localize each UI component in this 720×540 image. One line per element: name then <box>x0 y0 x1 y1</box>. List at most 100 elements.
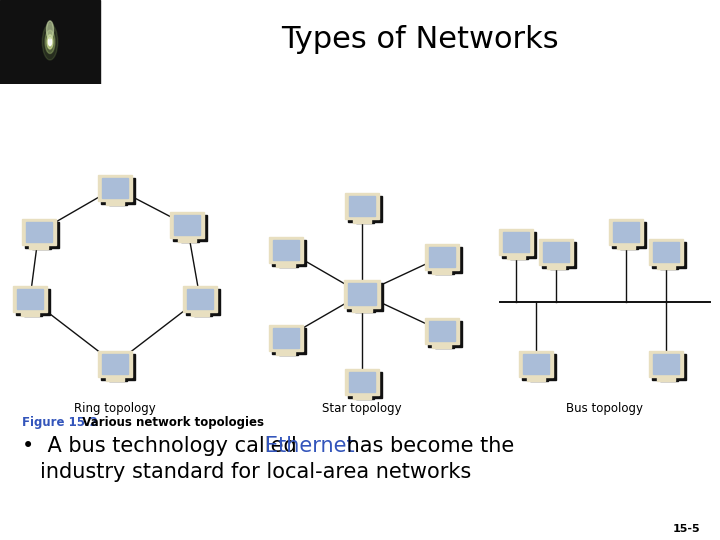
Text: has become the: has become the <box>340 436 514 456</box>
Ellipse shape <box>45 30 55 53</box>
Bar <box>181 238 199 242</box>
Ellipse shape <box>48 38 52 46</box>
Bar <box>613 222 639 242</box>
Bar <box>0 0 100 84</box>
Bar <box>191 312 210 315</box>
Bar <box>503 232 529 252</box>
Bar <box>174 215 200 235</box>
Ellipse shape <box>42 24 58 60</box>
Bar <box>348 196 382 222</box>
Bar <box>348 283 376 305</box>
Bar <box>542 242 576 268</box>
Bar <box>510 255 528 259</box>
Bar <box>428 321 462 347</box>
Bar <box>660 265 678 269</box>
Bar <box>183 286 217 312</box>
Bar <box>499 229 533 255</box>
Bar <box>24 312 42 315</box>
Bar <box>106 377 125 381</box>
Bar <box>549 265 568 269</box>
Bar <box>348 372 382 398</box>
Bar <box>530 377 549 381</box>
Bar <box>355 308 375 312</box>
Bar <box>543 242 569 262</box>
Bar <box>22 219 55 245</box>
Text: •  A bus technology called: • A bus technology called <box>22 436 303 456</box>
Bar <box>276 351 295 355</box>
Bar <box>433 344 451 348</box>
Bar <box>356 219 374 223</box>
Bar <box>649 351 683 377</box>
Bar <box>269 237 303 263</box>
Text: Various network topologies: Various network topologies <box>74 416 264 429</box>
Bar <box>425 318 459 344</box>
Bar <box>21 312 40 315</box>
Bar <box>523 354 549 374</box>
Bar <box>428 321 455 341</box>
Bar <box>539 239 573 265</box>
Bar <box>98 351 132 377</box>
Bar <box>436 344 454 348</box>
Text: 15-5: 15-5 <box>672 524 700 534</box>
Bar <box>522 354 556 380</box>
Bar <box>101 178 135 204</box>
Bar <box>660 377 678 381</box>
Bar <box>433 269 451 274</box>
Bar <box>187 288 213 309</box>
Bar <box>526 377 545 381</box>
Bar <box>546 265 565 269</box>
Bar <box>271 328 306 354</box>
Bar <box>345 193 379 219</box>
Bar <box>194 312 212 315</box>
Bar <box>436 269 454 274</box>
Bar <box>653 242 679 262</box>
Text: Ring topology: Ring topology <box>74 402 156 415</box>
Bar <box>653 354 679 374</box>
Bar <box>657 265 675 269</box>
Bar <box>609 219 643 245</box>
Bar <box>612 222 646 248</box>
Ellipse shape <box>47 35 53 49</box>
Bar <box>347 283 383 311</box>
Bar <box>276 263 295 267</box>
Bar <box>616 245 635 249</box>
Bar <box>13 286 47 312</box>
Bar <box>273 240 299 260</box>
Bar <box>428 247 462 273</box>
Bar <box>30 245 48 249</box>
Bar <box>279 351 298 355</box>
Bar <box>102 354 128 374</box>
Bar <box>428 247 455 267</box>
Bar <box>186 288 220 315</box>
Bar <box>17 288 43 309</box>
Bar <box>273 328 299 348</box>
Bar <box>345 369 379 395</box>
Bar <box>652 242 686 268</box>
Bar <box>279 263 298 267</box>
Bar <box>109 377 127 381</box>
Text: Star topology: Star topology <box>322 402 402 415</box>
Bar <box>16 288 50 315</box>
Bar <box>32 245 51 249</box>
Bar <box>26 222 52 242</box>
Bar <box>170 212 204 238</box>
Bar <box>271 240 306 266</box>
Bar <box>649 239 683 265</box>
Bar <box>24 222 59 248</box>
Bar <box>109 201 127 205</box>
Bar <box>657 377 675 381</box>
Bar <box>620 245 639 249</box>
Bar <box>173 215 207 241</box>
Text: Types of Networks: Types of Networks <box>282 25 559 55</box>
Bar <box>353 395 372 399</box>
Bar <box>425 244 459 269</box>
Bar <box>349 196 375 216</box>
Bar <box>102 178 128 198</box>
Text: Figure 15.2: Figure 15.2 <box>22 416 98 429</box>
Text: Ethernet: Ethernet <box>265 436 355 456</box>
Bar <box>519 351 553 377</box>
Bar <box>101 354 135 380</box>
Bar <box>106 201 125 205</box>
Ellipse shape <box>47 21 53 39</box>
Bar <box>502 232 536 258</box>
